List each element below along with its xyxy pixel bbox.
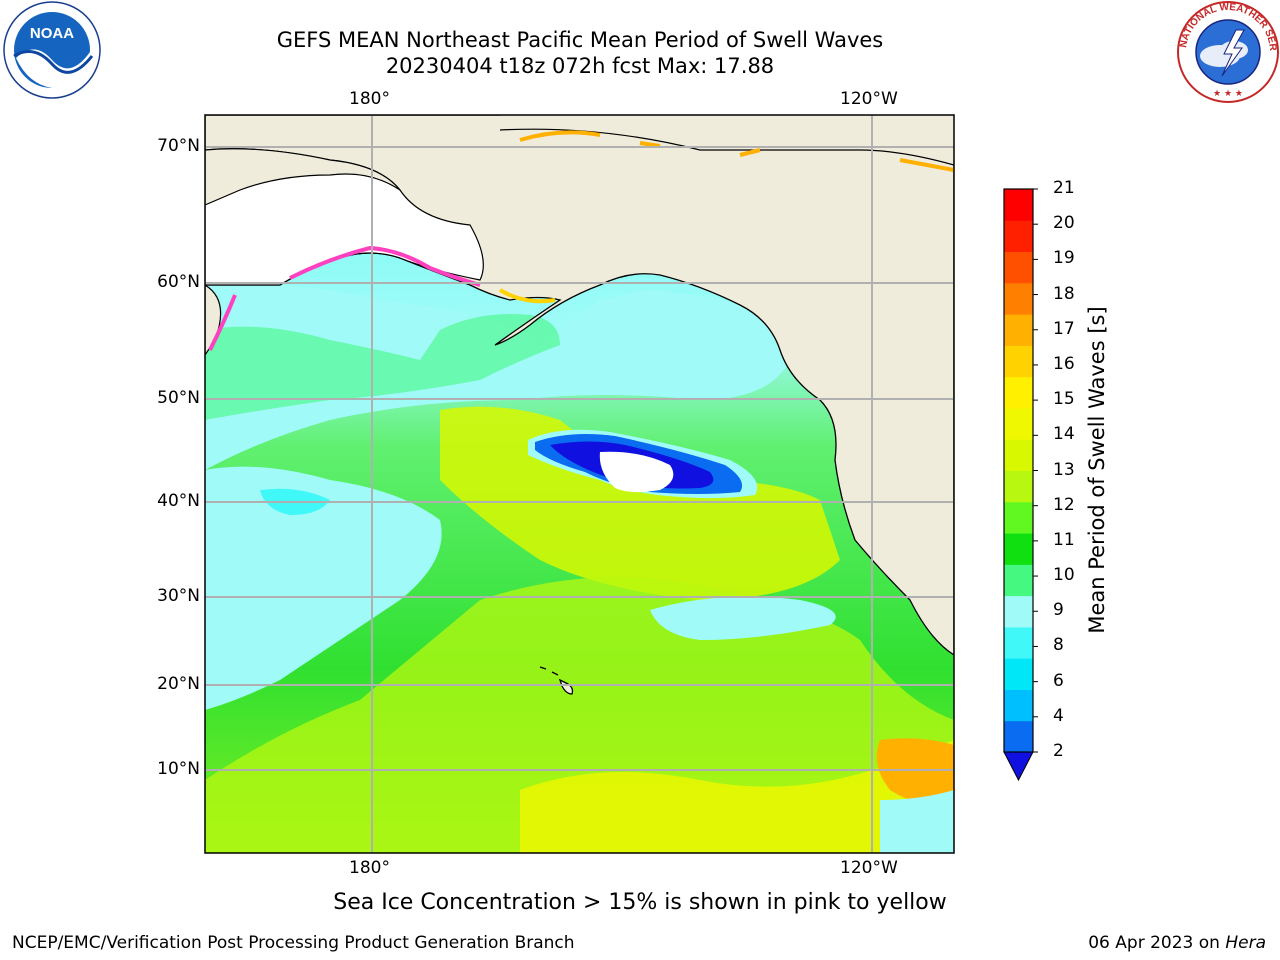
colorbar-tick-label: 4 xyxy=(1053,705,1064,726)
colorbar-segment xyxy=(1004,470,1033,503)
map-frame xyxy=(204,114,955,854)
sea-ice-bering xyxy=(289,245,481,287)
sea-ice-note: Sea Ice Concentration > 15% is shown in … xyxy=(333,890,947,915)
lat-label-70n: 70°N xyxy=(157,136,200,156)
noaa-text: NOAA xyxy=(30,25,74,42)
swell-contour-8s-west xyxy=(205,466,442,710)
footer-host: Hera xyxy=(1225,933,1266,953)
colorbar-segment xyxy=(1004,595,1033,628)
colorbar-tick-label: 19 xyxy=(1053,248,1075,269)
colorbar-tick-label: 11 xyxy=(1053,529,1075,550)
graticule xyxy=(205,115,954,853)
colorbar-segment xyxy=(1004,282,1033,315)
chart-title: GEFS MEAN Northeast Pacific Mean Period … xyxy=(276,28,884,52)
colorbar-title: Mean Period of Swell Waves [s] xyxy=(1085,306,1109,634)
colorbar-tick-label: 9 xyxy=(1053,600,1064,621)
colorbar-tick-label: 6 xyxy=(1053,670,1064,691)
colorbar-segment xyxy=(1004,345,1033,378)
lon-label-bottom-120w: 120°W xyxy=(840,858,898,878)
colorbar-segment xyxy=(1004,376,1033,409)
colorbar-tick-label: 14 xyxy=(1053,424,1075,445)
colorbar-tick-label: 10 xyxy=(1053,565,1075,586)
noaa-logo: NOAA xyxy=(3,1,101,99)
footer-credit: NCEP/EMC/Verification Post Processing Pr… xyxy=(12,933,575,953)
lat-label-10n: 10°N xyxy=(157,759,200,779)
colorbar-segment xyxy=(1004,533,1033,565)
colorbar-tick-label: 21 xyxy=(1053,178,1075,198)
colorbar-tick-label: 13 xyxy=(1053,459,1075,480)
colorbar-tick-label: 15 xyxy=(1053,389,1075,410)
colorbar-segment xyxy=(1004,564,1033,597)
swell-contour-8s-gulf xyxy=(573,293,776,391)
footer-date-text: 06 Apr 2023 on xyxy=(1088,933,1220,953)
colorbar-segment xyxy=(1004,251,1033,284)
svg-text:★ ★ ★: ★ ★ ★ xyxy=(1213,89,1243,99)
lon-label-top-120w: 120°W xyxy=(840,89,898,109)
colorbar-under-triangle xyxy=(1003,751,1034,782)
swell-contour-9s-north xyxy=(205,314,560,420)
lat-label-50n: 50°N xyxy=(157,388,200,408)
colorbar-segment xyxy=(1004,626,1033,659)
colorbar-segment xyxy=(1004,407,1033,440)
swell-contour-15s-south xyxy=(520,740,954,853)
colorbar-tick-label: 12 xyxy=(1053,494,1075,515)
colorbar-segment xyxy=(1004,220,1033,253)
colorbar-segment xyxy=(1004,189,1033,221)
nws-logo: NATIONAL WEATHER SERVICE ★ ★ ★ xyxy=(1176,0,1279,103)
lat-label-20n: 20°N xyxy=(157,674,200,694)
chart-subtitle: 20230404 t18z 072h fcst Max: 17.88 xyxy=(385,54,775,78)
colorbar-tick-label: 18 xyxy=(1053,283,1075,304)
lon-label-bottom-180: 180° xyxy=(349,858,390,878)
land-arctic-coast xyxy=(500,115,954,160)
sea-ice-kamchatka xyxy=(208,294,237,351)
colorbar-tick-label: 2 xyxy=(1053,741,1064,761)
swell-contour-13s-south xyxy=(205,577,954,853)
sea-ice-cook-inlet xyxy=(498,288,556,304)
colorbar-segment xyxy=(1004,689,1033,722)
colorbar-segment xyxy=(1004,501,1033,534)
land-chukotka xyxy=(205,148,401,206)
lat-label-60n: 60°N xyxy=(157,272,200,292)
colorbar-tick-label: 8 xyxy=(1053,635,1064,656)
lat-label-30n: 30°N xyxy=(157,586,200,606)
storm-masked-area xyxy=(599,451,674,493)
footer-date: 06 Apr 2023 on Hera xyxy=(1088,933,1266,953)
colorbar xyxy=(1003,188,1038,782)
colorbar-segment xyxy=(1004,314,1033,346)
lon-label-top-180: 180° xyxy=(349,89,390,109)
sea-ice-arctic xyxy=(519,130,954,172)
swell-contour-8s-streak xyxy=(650,596,836,640)
swell-contour-8s-southeast xyxy=(880,790,954,853)
colorbar-tick-label: 20 xyxy=(1053,213,1075,234)
colorbar-segment xyxy=(1004,658,1033,690)
colorbar-tick-label: 16 xyxy=(1053,353,1075,374)
colorbar-segment xyxy=(1004,720,1033,753)
lat-label-40n: 40°N xyxy=(157,491,200,511)
colorbar-segment xyxy=(1004,439,1033,471)
map-area xyxy=(205,115,954,853)
colorbar-tick-label: 17 xyxy=(1053,318,1075,339)
